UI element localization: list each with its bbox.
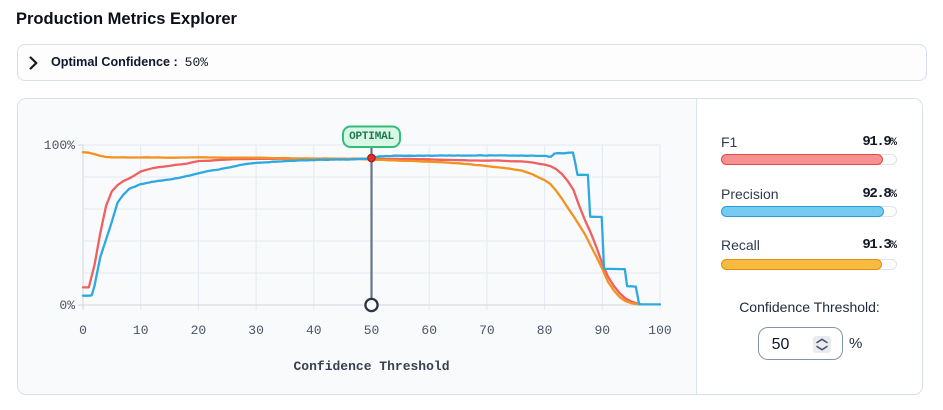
svg-text:50: 50: [364, 323, 380, 338]
svg-text:70: 70: [479, 323, 495, 338]
svg-text:80: 80: [537, 323, 553, 338]
svg-text:10: 10: [133, 323, 149, 338]
svg-text:0%: 0%: [59, 298, 75, 313]
svg-text:100: 100: [648, 323, 671, 338]
svg-text:OPTIMAL: OPTIMAL: [349, 131, 394, 143]
svg-text:0: 0: [79, 323, 87, 338]
svg-text:40: 40: [306, 323, 322, 338]
svg-text:90: 90: [594, 323, 610, 338]
svg-text:20: 20: [191, 323, 207, 338]
svg-text:60: 60: [421, 323, 437, 338]
svg-text:Confidence Threshold: Confidence Threshold: [293, 359, 449, 374]
svg-text:100%: 100%: [44, 138, 75, 153]
svg-text:30: 30: [248, 323, 264, 338]
